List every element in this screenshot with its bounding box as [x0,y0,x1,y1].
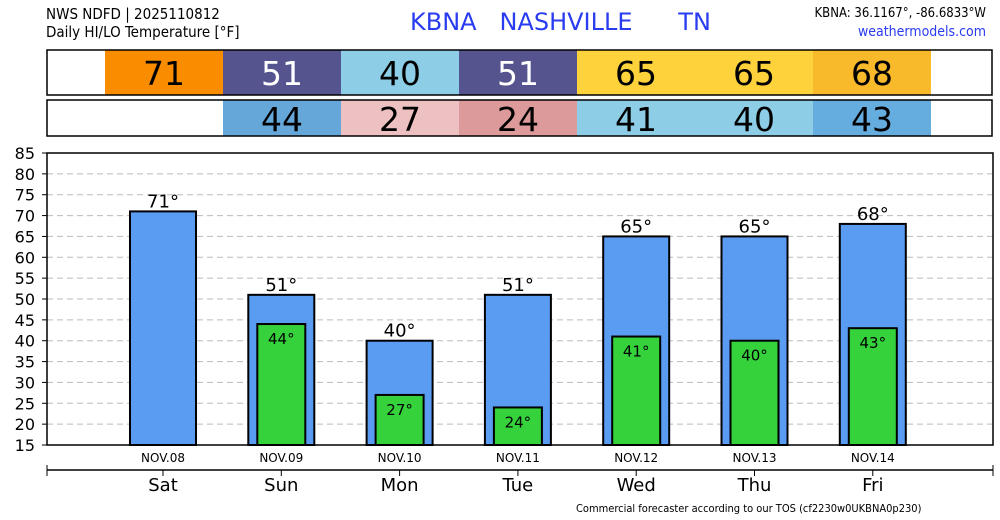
day-label: Fri [862,475,883,496]
hi-bar-label: 51° [265,275,297,296]
hi-strip-cell [695,50,813,95]
lo-bar [374,393,425,447]
lo-bar-label: 40° [741,347,768,365]
hi-strip-cell [223,50,341,95]
lo-bar-label: 24° [505,413,532,431]
y-tick-label: 35 [15,353,35,372]
hi-bar-label: 71° [147,191,179,212]
day-label: Thu [737,475,772,496]
product-label: Daily HI/LO Temperature [°F] [46,23,240,41]
hi-bar-label: 65° [739,216,771,237]
day-label: Sun [264,475,298,496]
site-link[interactable]: weathermodels.com [857,24,986,40]
lo-strip-cell [813,100,931,136]
model-run-label: NWS NDFD | 2025110812 [46,5,220,23]
lo-strip-value: 40 [733,100,775,139]
lo-bar-label: 44° [268,330,295,348]
date-label: NOV.14 [851,451,895,465]
y-tick-label: 40 [15,332,35,351]
hi-bar-label: 68° [857,204,889,225]
lo-bar [847,327,898,447]
lo-bar [611,335,662,446]
day-label: Tue [502,475,534,496]
lo-strip-cell [459,100,577,136]
lo-strip-cell [223,100,341,136]
hi-strip-value: 65 [615,54,657,93]
lo-strip-value: 27 [379,100,421,139]
hi-strip-border [46,49,993,96]
hi-strip-cell [105,50,223,95]
hi-bar-label: 65° [620,216,652,237]
lo-strip-cell [577,100,695,136]
y-tick-label: 50 [15,290,35,309]
y-tick-label: 80 [15,165,35,184]
lo-strip-cell [695,100,813,136]
y-tick-label: 30 [15,373,35,392]
y-tick-label: 45 [15,311,35,330]
hi-strip-value: 51 [261,54,303,93]
date-label: NOV.13 [733,451,777,465]
y-tick-label: 75 [15,186,35,205]
station-coords: KBNA: 36.1167°, -86.6833°W [814,6,986,21]
lo-strip-cell [341,100,459,136]
day-label: Wed [617,475,656,496]
lo-strip-cell [105,100,223,136]
hi-strip-value: 51 [497,54,539,93]
hi-strip-cell [577,50,695,95]
lo-strip-value: 41 [615,100,657,139]
hi-strip-value: 71 [143,54,185,93]
hi-strip-cell [459,50,577,95]
hi-bar-label: 51° [502,275,534,296]
station-title: KBNA NASHVILLE TN [410,8,711,36]
y-tick-label: 70 [15,207,35,226]
lo-strip-value: 24 [497,100,539,139]
y-tick-label: 25 [15,394,35,413]
date-label: NOV.11 [496,451,540,465]
lo-strip-value: 44 [261,100,303,139]
lo-bar-label: 41° [623,343,650,361]
lo-bar [492,406,543,447]
lo-bar-label: 43° [860,334,887,352]
hi-strip-cell [813,50,931,95]
hi-strip-value: 68 [851,54,893,93]
date-label: NOV.12 [614,451,658,465]
lo-bar [256,323,307,446]
lo-bar [729,339,780,447]
y-tick-label: 60 [15,248,35,267]
lo-bar-label: 27° [386,401,413,419]
y-tick-label: 65 [15,227,35,246]
plot-frame [46,152,994,446]
lo-strip-border [46,99,993,137]
date-label: NOV.09 [259,451,303,465]
hi-strip-cell [341,50,459,95]
y-tick-label: 55 [15,269,35,288]
lo-strip-value: 43 [851,100,893,139]
footer-note: Commercial forecaster according to our T… [576,502,922,515]
day-label: Mon [381,475,419,496]
date-label: NOV.10 [378,451,422,465]
y-tick-label: 15 [15,436,35,455]
y-tick-label: 85 [15,144,35,163]
day-label: Sat [148,475,178,496]
hi-bar [129,210,197,446]
hi-strip-value: 40 [379,54,421,93]
y-tick-label: 20 [15,415,35,434]
hi-bar-label: 40° [384,321,416,342]
date-label: NOV.08 [141,451,185,465]
hi-strip-value: 65 [733,54,775,93]
